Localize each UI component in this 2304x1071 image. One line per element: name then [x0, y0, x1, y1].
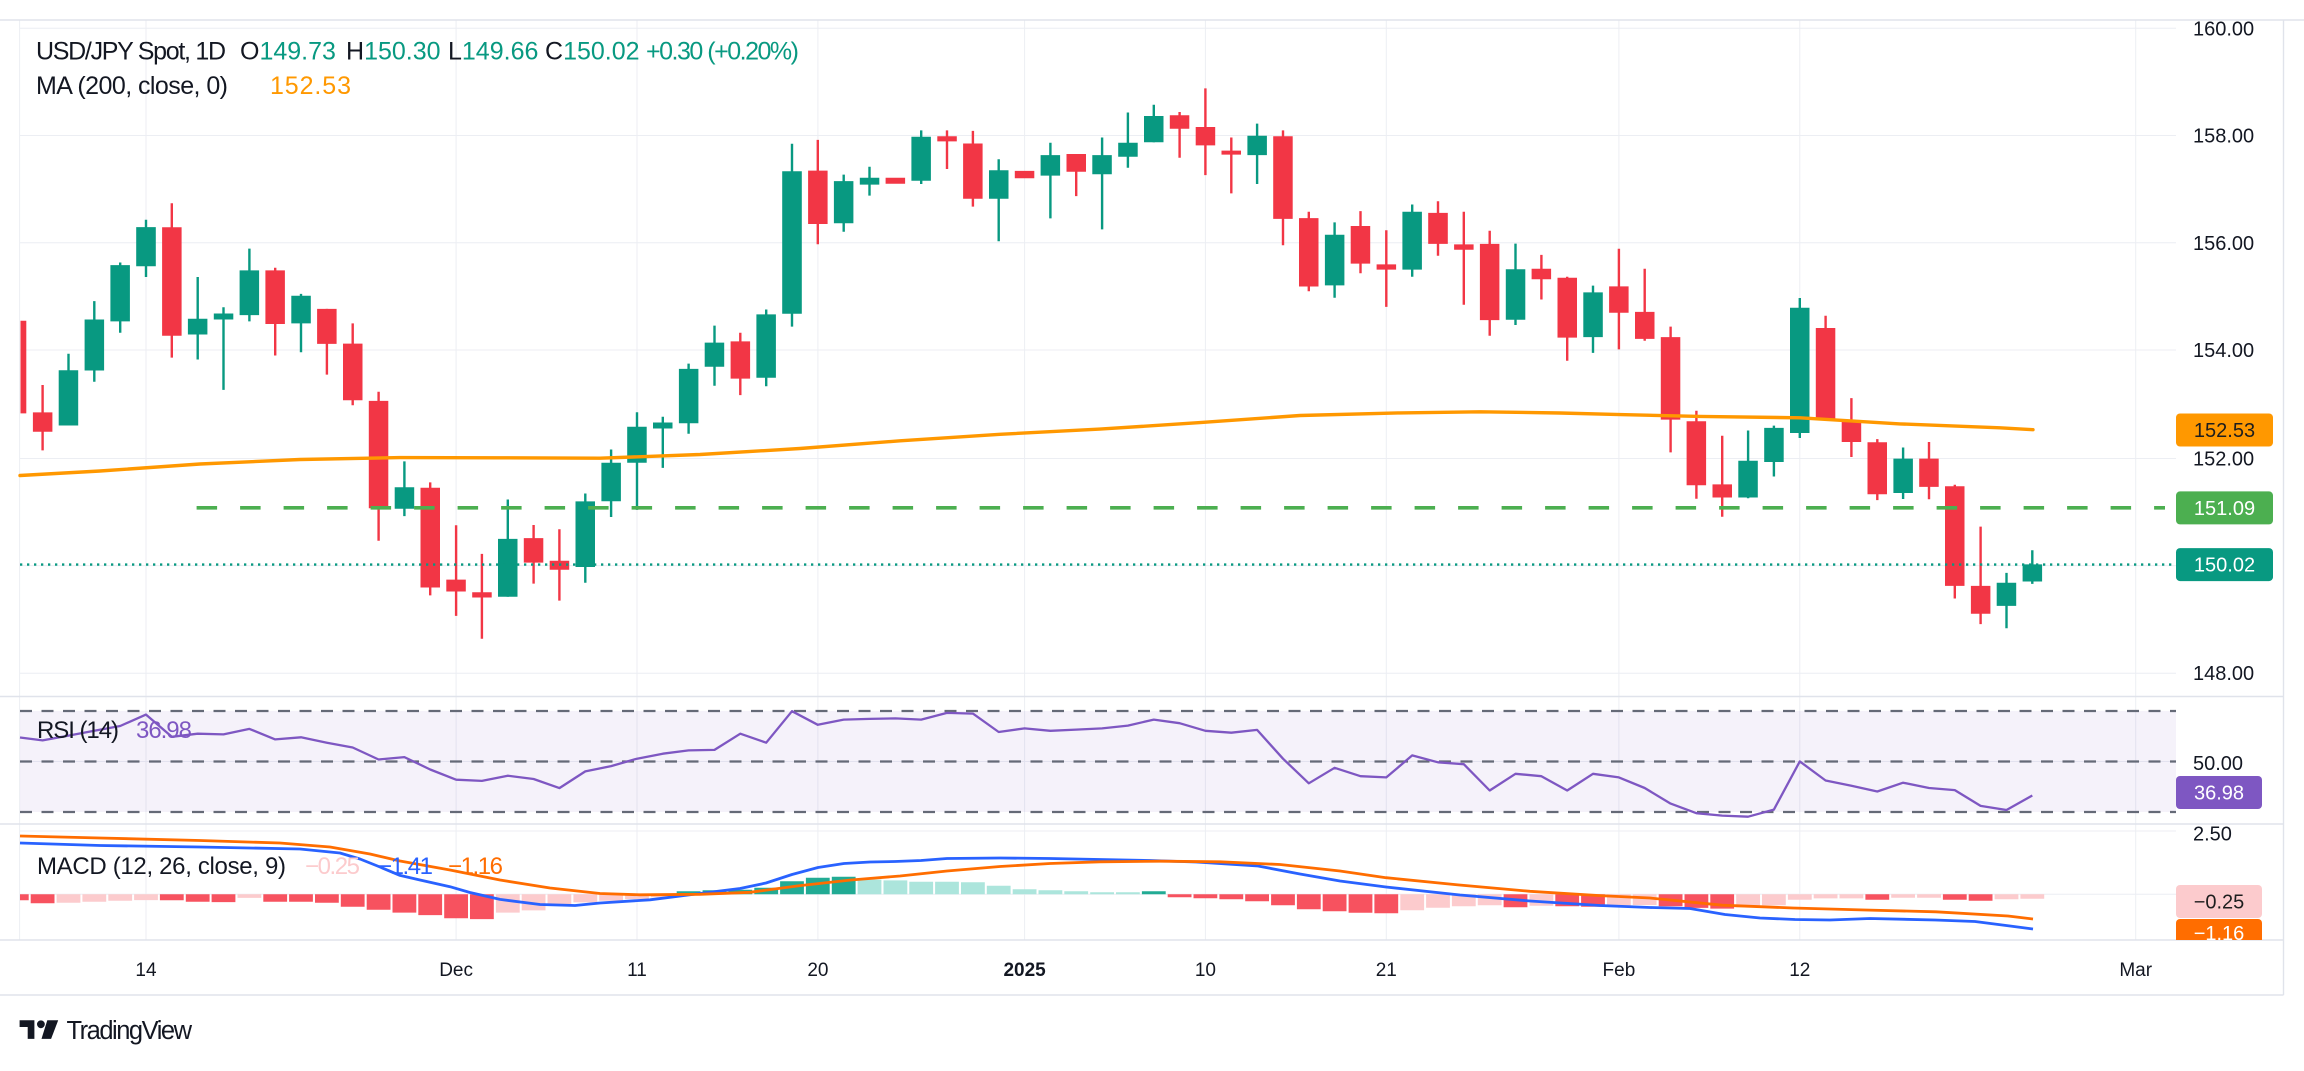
svg-text:21: 21 — [1376, 960, 1397, 981]
svg-text:150.02: 150.02 — [2194, 555, 2255, 577]
svg-text:151.09: 151.09 — [2194, 498, 2255, 520]
svg-text:14: 14 — [135, 960, 157, 981]
svg-text:158.00: 158.00 — [2193, 126, 2254, 148]
svg-text:148.00: 148.00 — [2193, 663, 2254, 685]
svg-text:2.50: 2.50 — [2193, 824, 2232, 846]
svg-text:2025: 2025 — [1003, 960, 1046, 981]
svg-text:152.53: 152.53 — [2194, 420, 2255, 442]
svg-text:11: 11 — [627, 960, 647, 981]
svg-text:MACD (12, 26, close, 9)−0.25−1: MACD (12, 26, close, 9) −0.25 −1.41 −1.16 — [37, 853, 503, 880]
svg-text:Feb: Feb — [1603, 960, 1636, 981]
svg-text:20: 20 — [807, 960, 828, 981]
svg-text:−0.25: −0.25 — [2194, 892, 2245, 914]
svg-text:RSI (14)36.98: RSI (14) 36.98 — [37, 717, 192, 744]
svg-text:50.00: 50.00 — [2193, 753, 2243, 775]
svg-text:TradingView: TradingView — [67, 1017, 193, 1045]
svg-text:36.98: 36.98 — [2194, 783, 2244, 805]
svg-text:156.00: 156.00 — [2193, 233, 2254, 255]
svg-text:−1.16: −1.16 — [2194, 923, 2245, 945]
svg-text:10: 10 — [1195, 960, 1216, 981]
svg-text:Dec: Dec — [439, 960, 473, 981]
svg-text:MA (200, close, 0)152.53: MA (200, close, 0) 152.53 — [36, 72, 351, 100]
svg-text:12: 12 — [1789, 960, 1810, 981]
svg-text:154.00: 154.00 — [2193, 340, 2254, 362]
svg-text:160.00: 160.00 — [2193, 18, 2254, 40]
svg-text:Mar: Mar — [2119, 960, 2152, 981]
svg-text:152.00: 152.00 — [2193, 449, 2254, 471]
